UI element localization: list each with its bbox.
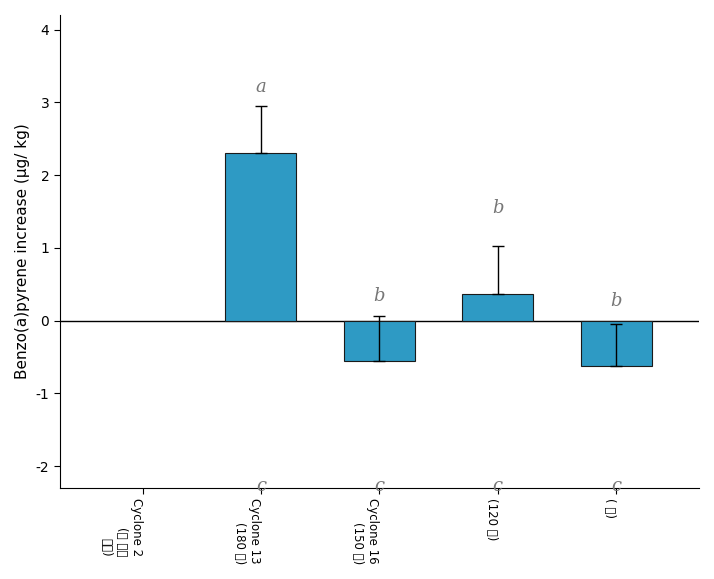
Text: b: b (610, 292, 622, 310)
Bar (344, 321, 415, 361)
Bar (226, 153, 296, 321)
Y-axis label: Benzo(a)pyrene increase (μg/ kg): Benzo(a)pyrene increase (μg/ kg) (15, 123, 30, 379)
Bar (580, 321, 652, 366)
Text: a: a (256, 79, 266, 97)
Text: b: b (373, 287, 385, 305)
Text: b: b (492, 199, 503, 217)
Text: c: c (493, 477, 503, 495)
Text: c: c (611, 477, 621, 495)
Text: c: c (374, 477, 384, 495)
Bar (462, 294, 533, 321)
Text: c: c (256, 477, 266, 495)
